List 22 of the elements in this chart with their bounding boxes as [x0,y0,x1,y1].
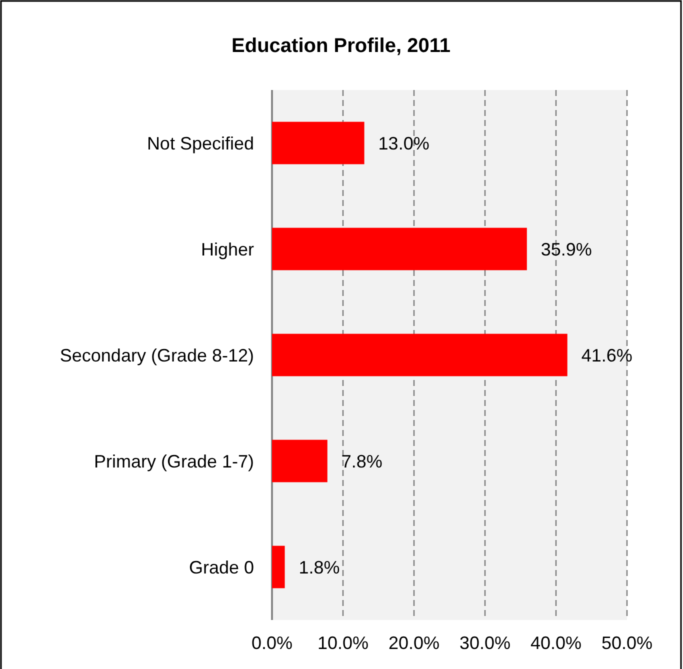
data-label: 1.8% [298,557,340,578]
data-label: 41.6% [581,345,632,366]
y-tick-label: Grade 0 [188,557,254,578]
x-tick-label: 40.0% [530,633,582,653]
bar [272,122,364,164]
y-tick-label: Primary (Grade 1-7) [94,451,254,472]
x-tick-label: 0.0% [251,633,293,653]
data-label: 7.8% [341,451,382,472]
y-tick-label: Not Specified [146,133,254,154]
data-label: 35.9% [540,239,592,260]
y-tick-label: Secondary (Grade 8-12) [60,345,254,366]
data-label: 13.0% [378,133,430,154]
bar [272,546,285,588]
x-tick-label: 30.0% [459,633,511,653]
bar [272,440,328,482]
bar [272,228,527,270]
x-tick-label: 10.0% [317,633,369,653]
x-tick-label: 20.0% [388,633,440,653]
x-tick-label: 50.0% [601,633,653,653]
bar [272,334,568,376]
y-tick-label: Higher [200,239,254,260]
chart-title: Education Profile, 2011 [232,35,450,57]
